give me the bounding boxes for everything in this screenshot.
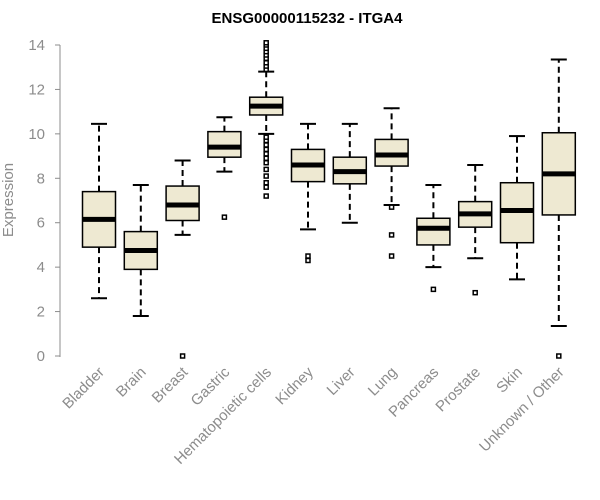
outlier-point — [263, 146, 269, 153]
outlier-point — [179, 353, 186, 359]
outlier-point — [430, 286, 437, 293]
box-breast — [165, 159, 200, 359]
box-pancreas — [416, 183, 451, 293]
outlier-point — [388, 232, 395, 238]
outlier-point — [305, 253, 311, 259]
y-tick-label: 0 — [37, 348, 45, 365]
box-liver — [332, 122, 368, 224]
iqr-box — [207, 130, 242, 158]
outlier-point — [263, 134, 269, 140]
y-tick-label: 12 — [28, 81, 45, 98]
y-axis-ticks: 0 2 4 6 8 10 12 14 — [28, 37, 60, 365]
x-category-label: Brain — [113, 364, 150, 401]
box-kidney — [290, 122, 326, 264]
x-category-label: Lung — [365, 364, 401, 400]
y-tick-label: 8 — [37, 170, 45, 187]
outlier-point — [263, 173, 269, 179]
outlier-point — [263, 155, 269, 162]
outlier-point — [263, 40, 269, 46]
outlier-point — [263, 151, 269, 157]
outlier-point — [305, 257, 311, 264]
y-tick-label: 10 — [28, 126, 45, 143]
box-hematopoietic-cells — [248, 40, 284, 199]
outlier-point — [263, 142, 269, 148]
outlier-point — [263, 159, 269, 166]
outlier-point — [263, 184, 269, 190]
x-category-label: Bladder — [59, 364, 108, 413]
y-tick-label: 6 — [37, 215, 45, 232]
outlier-point — [263, 179, 269, 186]
outlier-point — [221, 214, 228, 220]
boxes-group — [81, 40, 577, 359]
outlier-point — [263, 193, 269, 199]
x-category-label: Prostate — [432, 364, 484, 416]
y-tick-label: 4 — [37, 259, 45, 276]
outlier-point — [388, 253, 395, 259]
box-prostate — [457, 163, 493, 296]
box-brain — [123, 183, 159, 318]
box-skin — [499, 135, 535, 281]
y-tick-label: 14 — [28, 37, 45, 54]
box-unknown-other — [541, 58, 577, 359]
outlier-point — [472, 289, 478, 296]
iqr-box — [416, 217, 451, 246]
outlier-point — [263, 166, 269, 173]
x-category-label: Kidney — [272, 363, 317, 408]
x-category-label: Skin — [493, 364, 526, 397]
box-bladder — [81, 122, 117, 300]
x-category-label: Breast — [149, 363, 192, 406]
y-axis-label: Expression — [0, 163, 17, 237]
box-gastric — [207, 116, 242, 220]
outlier-point — [556, 353, 562, 359]
box-lung — [374, 107, 409, 259]
y-tick-label: 2 — [37, 304, 45, 321]
outlier-point — [388, 204, 395, 210]
x-category-label: Liver — [324, 364, 359, 399]
chart-title: ENSG00000115232 - ITGA4 — [212, 10, 404, 27]
outlier-point — [263, 60, 269, 66]
